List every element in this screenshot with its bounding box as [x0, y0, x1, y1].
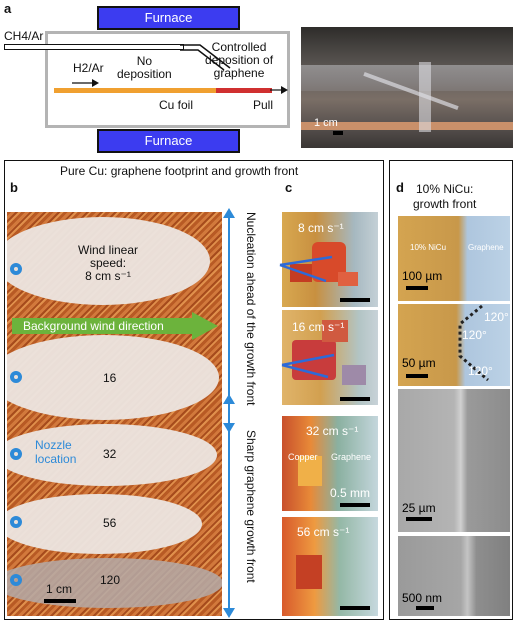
furnace-bottom: Furnace — [97, 129, 240, 153]
nicu-img4-scale-label: 500 nm — [402, 591, 443, 605]
micrograph-32-scale-label: 0.5 mm — [330, 486, 371, 500]
panel-a-label: a — [4, 1, 12, 16]
setup-photo: 1 cm — [301, 27, 513, 148]
micrograph-8 — [282, 212, 378, 307]
micrograph-16-speed: 16 cm s⁻¹ — [292, 320, 345, 334]
panel-b-label: b — [10, 180, 18, 195]
micrograph-8-speed: 8 cm s⁻¹ — [298, 221, 344, 235]
hexagon-edge — [458, 304, 489, 382]
micrograph-32-graphene: Graphene — [331, 452, 372, 462]
pure-cu-title: Pure Cu: graphene footprint and growth f… — [60, 164, 299, 178]
footprint-32 — [7, 424, 217, 486]
quartz-tube — [45, 31, 290, 128]
gas-inlet-label: CH4/Ar — [4, 29, 44, 43]
cu-foil — [54, 88, 272, 93]
nozzle-marker-1 — [10, 263, 22, 275]
speed-32: 32 — [103, 447, 117, 461]
nicu-box — [389, 160, 513, 620]
sharp-front-side-label: Sharp graphene growth front — [244, 430, 258, 583]
footprint-image — [7, 212, 222, 616]
nucleation-arrows — [279, 255, 335, 379]
nozzle-marker-4 — [10, 516, 22, 528]
panel-d-label: d — [396, 180, 404, 195]
nozzle-label: Nozzle location — [35, 438, 77, 466]
nicu-img1-scale-label: 100 µm — [402, 269, 443, 283]
inlet-nozzle — [180, 44, 231, 71]
nicu-img3-scale-label: 25 µm — [402, 501, 436, 515]
inlet-pipe — [4, 44, 184, 50]
wind-direction-label: Background wind direction — [23, 319, 164, 333]
photo-scale-label: 1 cm — [314, 117, 338, 129]
nicu-left-label: 10% NiCu — [410, 243, 447, 252]
nicu-sem-1: 25 µm — [398, 389, 510, 532]
micrograph-32-copper: Copper — [288, 452, 318, 462]
nucleation-side-label: Nucleation ahead of the growth front — [244, 212, 258, 406]
nozzle-marker-5 — [10, 574, 22, 586]
no-deposition-label: No deposition — [117, 54, 172, 81]
photo-scale-bar — [333, 131, 343, 135]
nicu-img3-scale-bar — [406, 517, 432, 521]
panel-c-label: c — [285, 180, 293, 195]
pull-label: Pull — [253, 98, 274, 112]
carrier-arrow — [72, 79, 99, 87]
graphene-deposit — [216, 88, 272, 93]
angle-label-1: 120° — [484, 310, 509, 324]
footprint-56 — [7, 494, 202, 554]
nozzle-marker-3 — [10, 448, 22, 460]
nicu-optical-2: 120° 120° 120° 50 µm — [398, 304, 510, 386]
carrier-gas-label: H2/Ar — [73, 61, 104, 75]
nicu-img2-scale-bar — [406, 374, 428, 378]
furnace-top: Furnace — [97, 6, 240, 30]
nicu-sem-2: 500 nm — [398, 536, 510, 616]
footprint-120 — [7, 558, 222, 608]
micrograph-56-speed: 56 cm s⁻¹ — [297, 525, 350, 539]
wind-speed-text: Wind linear speed: 8 cm s⁻¹ — [78, 243, 139, 283]
speed-56: 56 — [103, 516, 117, 530]
angle-label-2: 120° — [462, 328, 487, 342]
pull-arrow — [270, 86, 288, 94]
angle-label-3: 120° — [468, 364, 493, 378]
vertical-double-arrow — [223, 208, 235, 618]
footprint-scale-label: 1 cm — [46, 582, 73, 596]
nicu-optical-1: 10% NiCu Graphene 100 µm — [398, 216, 510, 301]
footprint-16 — [7, 335, 219, 420]
speed-16: 16 — [103, 371, 117, 385]
micrograph-56-scale-bar — [340, 606, 370, 610]
micrograph-32 — [282, 416, 378, 511]
nicu-img4-scale-bar — [416, 606, 434, 610]
micrograph-32-scale-bar — [340, 503, 370, 507]
foil-label: Cu foil — [159, 98, 194, 112]
nicu-title: 10% NiCu: growth front — [413, 182, 477, 211]
nozzle-marker-2 — [10, 371, 22, 383]
micrograph-32-speed: 32 cm s⁻¹ — [306, 424, 359, 438]
nicu-img2-scale-label: 50 µm — [402, 356, 436, 370]
micrograph-16-scale-bar — [340, 397, 370, 401]
footprint-scale-bar — [44, 599, 76, 603]
nicu-img1-scale-bar — [406, 286, 428, 290]
controlled-deposition-label: Controlled deposition of graphene — [205, 40, 274, 80]
nicu-right-label: Graphene — [468, 243, 504, 252]
micrograph-8-scale-bar — [340, 298, 370, 302]
wind-direction-arrow — [12, 312, 218, 340]
footprint-8 — [7, 217, 210, 305]
speed-120: 120 — [100, 573, 121, 587]
micrograph-56 — [282, 517, 378, 616]
pure-cu-box — [4, 160, 384, 620]
